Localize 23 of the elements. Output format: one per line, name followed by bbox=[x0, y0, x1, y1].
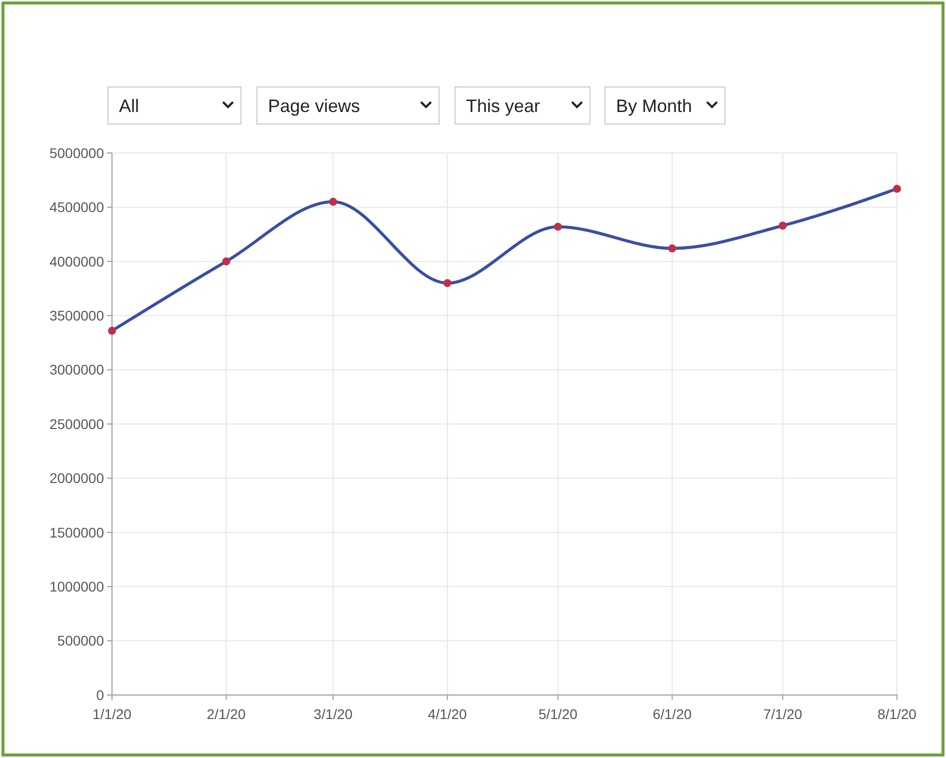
x-tick-label: 2/1/20 bbox=[206, 706, 246, 722]
x-tick-label: 6/1/20 bbox=[652, 706, 692, 722]
y-tick-label: 5000000 bbox=[49, 144, 104, 161]
x-tick-label: 1/1/20 bbox=[92, 706, 132, 722]
dropdown: This year bbox=[454, 86, 590, 124]
y-tick-label: 2000000 bbox=[49, 470, 104, 486]
y-tick-label: 4000000 bbox=[49, 253, 104, 270]
y-tick-label: 500000 bbox=[57, 632, 104, 649]
dropdown: All bbox=[108, 86, 242, 124]
y-tick-label: 3500000 bbox=[49, 308, 104, 324]
x-tick-label: 3/1/20 bbox=[314, 706, 353, 722]
dropdown: By Month bbox=[604, 86, 726, 124]
y-tick-label: 3000000 bbox=[49, 362, 104, 378]
y-tick-label: 0 bbox=[96, 686, 104, 703]
y-tick-label: 4500000 bbox=[49, 199, 104, 216]
y-tick-label: 1000000 bbox=[49, 578, 104, 594]
x-tick-label: 8/1/20 bbox=[878, 706, 917, 722]
y-tick-label: 1500000 bbox=[49, 524, 104, 540]
x-tick-label: 4/1/20 bbox=[428, 706, 468, 722]
x-tick-label: 7/1/20 bbox=[763, 706, 802, 722]
y-tick-label: 2500000 bbox=[49, 416, 104, 432]
dropdown: Page views bbox=[256, 86, 440, 124]
x-tick-label: 5/1/20 bbox=[538, 706, 578, 722]
